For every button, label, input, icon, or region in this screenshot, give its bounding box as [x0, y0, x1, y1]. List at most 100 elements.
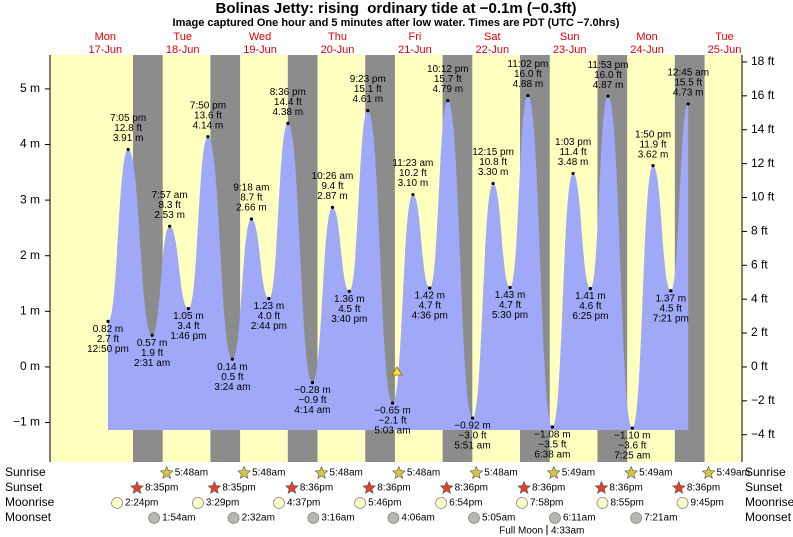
sunrise-icon	[314, 465, 329, 479]
tide-m-label: 4.14 m	[193, 120, 224, 131]
y-tick-label: 5 m	[20, 81, 40, 95]
event-time: 5:05am	[482, 513, 515, 524]
tide-m-label: 0.14 m	[217, 362, 248, 373]
event-time: 8:36pm	[609, 483, 642, 494]
tide-time-label: 11:23 am	[392, 158, 433, 169]
event-row-label: Sunrise	[5, 465, 46, 479]
tide-m-label: 0.57 m	[137, 338, 168, 349]
tide-ft-label: 10.2 ft	[399, 168, 427, 179]
tide-time-label: 7:05 pm	[110, 113, 146, 124]
tide-m-label: 3.48 m	[558, 157, 589, 168]
tide-extreme	[347, 289, 351, 293]
event-time: 5:48am	[407, 468, 440, 479]
tide-time-label: 1:46 pm	[170, 331, 206, 342]
event-time: 8:55pm	[610, 498, 643, 509]
event-time: 5:48am	[252, 468, 285, 479]
event-time: 8:35pm	[145, 483, 178, 494]
event-row-label: Sunset	[745, 480, 783, 494]
date-label: 20-Jun	[321, 44, 355, 56]
tide-extreme	[267, 296, 271, 301]
event-time: 2:32am	[242, 513, 275, 524]
event-time: 5:48am	[330, 468, 363, 479]
tide-extreme	[150, 333, 154, 337]
tide-m-label: 4.73 m	[673, 88, 704, 99]
tide-extreme	[651, 164, 655, 168]
date-label: 25-Jun	[708, 44, 742, 56]
moonset-icon	[387, 512, 400, 524]
y-tick-label: 1 m	[20, 303, 40, 317]
moonrise-icon	[111, 497, 123, 509]
tide-m-label: 2.66 m	[236, 203, 267, 214]
y2-tick-label: 4 ft	[751, 291, 768, 305]
tide-extreme	[186, 306, 190, 311]
chart-title: Bolinas Jetty: rising ordinary tide at −…	[216, 0, 577, 17]
moonrise-icon	[192, 497, 204, 509]
y2-tick-label: 8 ft	[751, 224, 768, 238]
day-label: Mon	[95, 31, 116, 43]
tide-time-label: 3:40 pm	[331, 314, 367, 325]
tide-ft-label: 4.0 ft	[258, 311, 280, 322]
date-label: 23-Jun	[553, 44, 587, 56]
tide-ft-label: 16.0 ft	[594, 70, 622, 81]
y-tick-label: 3 m	[20, 192, 40, 206]
tide-m-label: 1.36 m	[334, 294, 365, 305]
event-row-label: Sunrise	[745, 465, 786, 479]
tide-time-label: 9:23 pm	[350, 74, 386, 85]
tide-extreme	[330, 205, 335, 209]
event-row-label: Moonset	[5, 510, 52, 524]
moonset-icon	[468, 512, 480, 524]
event-time: 5:48am	[484, 468, 517, 479]
day-label: Wed	[249, 31, 271, 43]
tide-area	[107, 95, 689, 430]
tide-extreme	[411, 192, 415, 197]
tide-m-label: 1.37 m	[656, 293, 687, 304]
moonrise-icon	[516, 497, 528, 509]
sunset-icon	[207, 480, 222, 494]
tide-ft-label: −3.6 ft	[618, 441, 646, 452]
tide-extreme	[508, 285, 512, 290]
tide-ft-label: −0.9 ft	[298, 395, 326, 406]
day-label: Tue	[715, 31, 734, 43]
tide-time-label: 7:21 pm	[653, 313, 689, 324]
tide-ft-label: 0.5 ft	[221, 372, 243, 383]
tide-extreme	[428, 286, 432, 290]
moonrise-icon	[596, 497, 609, 509]
event-time: 3:16am	[321, 513, 354, 524]
tide-time-label: 2:31 am	[134, 358, 170, 369]
tide-ft-label: −2.1 ft	[378, 416, 406, 427]
event-time: 4:37pm	[287, 498, 320, 509]
y2-tick-label: 14 ft	[751, 122, 775, 136]
moonset-icon	[630, 512, 643, 524]
y2-tick-label: 10 ft	[751, 190, 775, 204]
event-time: 2:24pm	[125, 498, 158, 509]
tide-ft-label: 15.5 ft	[674, 78, 702, 89]
y2-tick-label: 0 ft	[751, 359, 768, 373]
sunset-icon	[284, 480, 299, 494]
tide-extreme	[686, 102, 690, 106]
event-row-label: Sunset	[5, 480, 43, 494]
y-tick-label: 4 m	[20, 137, 40, 151]
tide-m-label: 4.87 m	[593, 80, 624, 91]
current-tide-marker	[391, 366, 403, 376]
moon-phase-label: Full Moon	[499, 526, 543, 537]
date-label: 17-Jun	[88, 44, 122, 56]
tide-time-label: 8:36 pm	[270, 87, 306, 98]
tide-m-label: 1.41 m	[575, 291, 606, 302]
tide-time-label: 12:15 pm	[472, 147, 514, 158]
tide-ft-label: −3.5 ft	[538, 440, 566, 451]
tide-ft-label: 11.4 ft	[560, 147, 587, 158]
moonset-icon	[227, 512, 240, 524]
event-time: 6:11am	[563, 513, 596, 524]
tide-ft-label: 15.1 ft	[354, 84, 382, 95]
tide-ft-label: 4.5 ft	[660, 303, 682, 314]
tide-time-label: 7:25 am	[614, 451, 650, 462]
sunrise-icon	[701, 465, 716, 479]
day-label: Fri	[408, 31, 421, 43]
chart-subtitle: Image captured One hour and 5 minutes af…	[173, 17, 620, 29]
event-time: 8:36pm	[300, 483, 333, 494]
tide-extreme	[230, 357, 234, 361]
tide-time-label: 12:50 pm	[87, 344, 129, 355]
day-label: Mon	[636, 31, 657, 43]
tide-m-label: −0.92 m	[454, 421, 490, 432]
tide-ft-label: 3.4 ft	[177, 321, 199, 332]
